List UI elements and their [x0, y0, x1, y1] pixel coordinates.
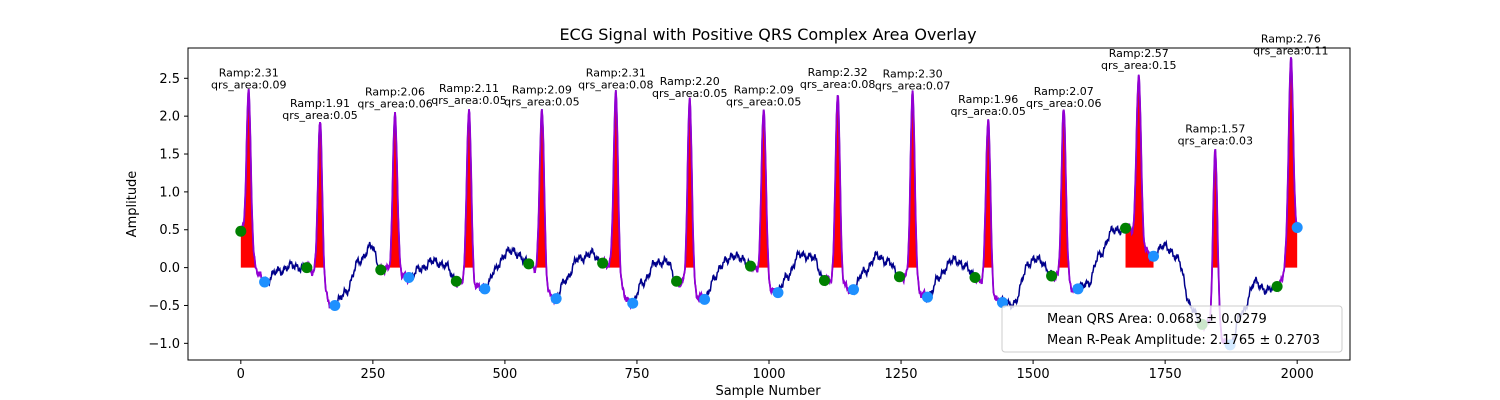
x-tick-label: 1750: [1149, 367, 1182, 382]
qrs-area-fill: [750, 109, 778, 268]
y-tick-label: 0.5: [159, 223, 180, 238]
qrs-area-annotation: qrs_area:0.05: [652, 87, 727, 100]
qrs-area-fill: [824, 95, 854, 268]
qrs-onset-marker: [1120, 222, 1132, 234]
qrs-onset-marker: [1271, 281, 1283, 293]
qrs-area-fill: [1051, 109, 1078, 268]
qrs-offset-marker: [848, 284, 860, 296]
y-axis-label: Amplitude: [125, 171, 140, 238]
chart-title: ECG Signal with Positive QRS Complex Are…: [559, 25, 976, 44]
x-tick-label: 0: [237, 367, 245, 382]
qrs-area-fill: [899, 90, 928, 268]
qrs-onset-marker: [818, 274, 830, 286]
x-tick-label: 1500: [1017, 367, 1050, 382]
qrs-offset-marker: [403, 271, 415, 283]
r-amplitude-annotation: Ramp:1.96: [958, 93, 1018, 106]
qrs-offset-marker: [921, 291, 933, 303]
qrs-area-annotation: qrs_area:0.05: [431, 94, 506, 107]
r-amplitude-annotation: Ramp:2.76: [1261, 33, 1321, 46]
r-amplitude-annotation: Ramp:2.30: [883, 67, 943, 80]
r-amplitude-annotation: Ramp:2.31: [586, 67, 646, 80]
legend-box: [1001, 305, 1343, 353]
x-tick-label: 2000: [1281, 367, 1314, 382]
qrs-area-fill: [676, 97, 705, 268]
qrs-area-annotation: qrs_area:0.03: [1178, 135, 1253, 148]
qrs-area-fill: [306, 122, 335, 268]
qrs-area-fill: [974, 119, 1003, 268]
x-tick-label: 750: [625, 367, 650, 382]
qrs-onset-marker: [301, 262, 313, 274]
qrs-onset-marker: [969, 271, 981, 283]
qrs-offset-marker: [550, 293, 562, 305]
r-amplitude-annotation: Ramp:2.06: [365, 86, 425, 99]
qrs-area-fill: [240, 88, 265, 268]
y-tick-label: −1.0: [148, 337, 180, 352]
legend-entry: Mean QRS Area: 0.0683 ± 0.0279: [1047, 312, 1267, 327]
qrs-onset-marker: [671, 275, 683, 287]
qrs-onset-marker: [375, 264, 387, 276]
qrs-area-annotation: qrs_area:0.08: [800, 78, 875, 91]
qrs-offset-marker: [1148, 250, 1160, 262]
r-amplitude-annotation: Ramp:2.11: [439, 82, 499, 95]
qrs-area-annotation: qrs_area:0.07: [875, 79, 950, 92]
legend: Mean QRS Area: 0.0683 ± 0.0279 Mean R-Pea…: [1001, 305, 1343, 353]
qrs-area-annotation: qrs_area:0.11: [1253, 45, 1328, 58]
r-amplitude-annotation: Ramp:2.32: [808, 66, 868, 79]
qrs-area-fill: [528, 109, 557, 268]
qrs-offset-marker: [627, 297, 639, 309]
r-amplitude-annotation: Ramp:2.57: [1109, 47, 1169, 60]
r-amplitude-annotation: Ramp:2.09: [512, 83, 572, 96]
qrs-area-annotation: qrs_area:0.05: [726, 95, 801, 108]
qrs-offset-marker: [699, 293, 711, 305]
y-tick-label: 2.5: [159, 72, 180, 87]
qrs-offset-marker: [1072, 283, 1084, 295]
qrs-area-annotation: qrs_area:0.05: [504, 95, 579, 108]
y-tick-label: 0.0: [159, 261, 180, 276]
y-tick-label: −0.5: [148, 299, 180, 314]
qrs-onset-marker: [893, 271, 905, 283]
qrs-offset-marker: [996, 296, 1008, 308]
y-tick-label: 2.0: [159, 110, 180, 125]
qrs-offset-marker: [329, 299, 341, 311]
qrs-onset-marker: [1046, 270, 1058, 282]
r-amplitude-annotation: Ramp:2.31: [219, 67, 279, 80]
qrs-area-annotation: qrs_area:0.06: [1026, 97, 1101, 110]
x-tick-label: 500: [492, 367, 517, 382]
qrs-segment-line: [675, 97, 706, 304]
qrs-area-annotation: qrs_area:0.08: [578, 79, 653, 92]
qrs-offset-marker: [259, 276, 271, 288]
x-axis-label: Sample Number: [715, 384, 821, 399]
qrs-offset-marker: [1291, 221, 1303, 233]
x-tick-label: 250: [360, 367, 385, 382]
qrs-onset-marker: [597, 257, 609, 269]
r-amplitude-annotation: Ramp:2.09: [734, 83, 794, 96]
y-tick-label: 1.5: [159, 148, 180, 163]
legend-entry: Mean R-Peak Amplitude: 2.1765 ± 0.2703: [1047, 333, 1320, 348]
axes: 0 250 500 750 1000 1250 1500 1750 2000 −1.0 −0.5 0.…: [148, 47, 1351, 382]
qrs-segment-line: [240, 88, 266, 287]
qrs-onset-marker: [523, 258, 535, 270]
y-tick-label: 1.0: [159, 185, 180, 200]
x-tick-label: 1250: [884, 367, 917, 382]
qrs-area-annotation: qrs_area:0.06: [357, 98, 432, 111]
qrs-onset-marker: [745, 260, 757, 272]
r-amplitude-annotation: Ramp:1.57: [1185, 123, 1245, 136]
qrs-onset-marker: [450, 275, 462, 287]
qrs-area-fill: [1125, 74, 1154, 268]
qrs-offset-marker: [479, 283, 491, 295]
x-tick-label: 1000: [752, 367, 785, 382]
r-amplitude-annotation: Ramp:2.07: [1034, 85, 1094, 98]
r-amplitude-annotation: Ramp:2.20: [660, 75, 720, 88]
qrs-area-fill: [380, 112, 409, 268]
qrs-area-fill: [1202, 149, 1231, 268]
qrs-segment-line: [602, 90, 634, 311]
qrs-onset-marker: [235, 225, 247, 237]
qrs-area-annotation: qrs_area:0.15: [1101, 59, 1176, 72]
qrs-area-annotation: qrs_area:0.05: [950, 105, 1025, 118]
r-amplitude-annotation: Ramp:1.91: [290, 97, 350, 110]
qrs-area-annotation: qrs_area:0.05: [282, 109, 357, 122]
qrs-area-annotation: qrs_area:0.09: [211, 79, 286, 92]
qrs-offset-marker: [772, 287, 784, 299]
